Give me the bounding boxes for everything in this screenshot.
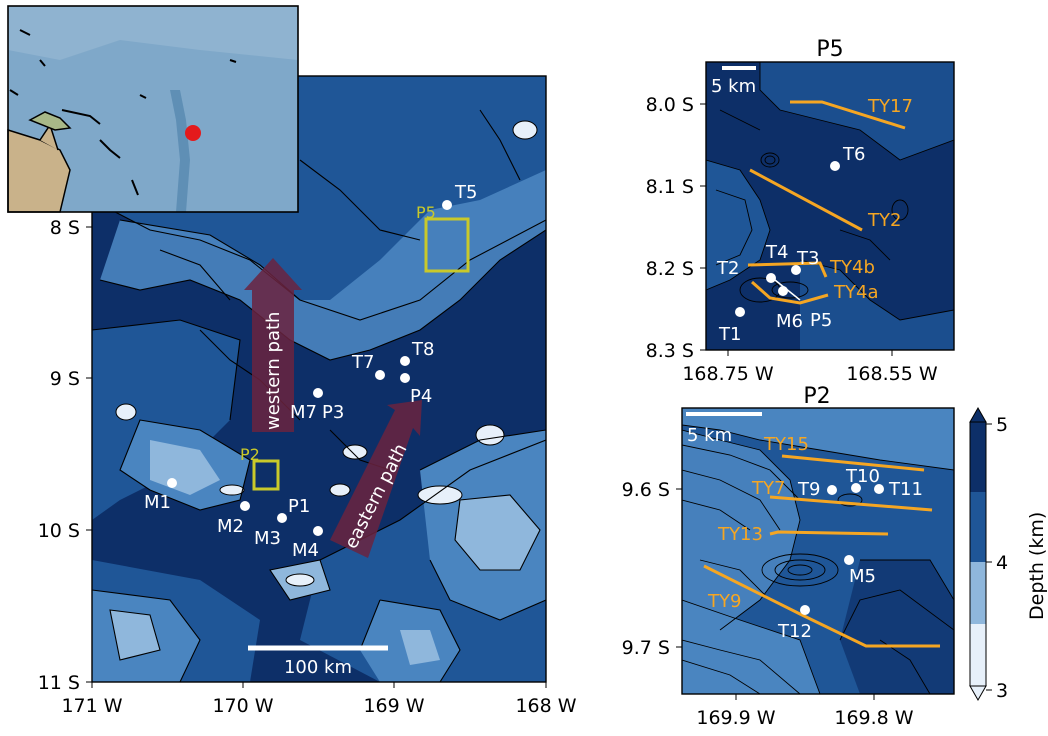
main-x-axis: 171 W 170 W 169 W 168 W: [61, 682, 577, 717]
station-marker: [400, 373, 410, 383]
western-path-label: western path: [263, 312, 284, 430]
station-label: T10: [845, 466, 880, 487]
x-tick-label: 169.8 W: [834, 707, 913, 729]
main-scalebar-label: 100 km: [284, 657, 352, 678]
inset-p2: P2 5 km TY15 TY7 TY13 TY9 T9 T10 T11 M5 …: [622, 384, 955, 729]
track-label: TY9: [707, 591, 741, 612]
station-label: T4: [765, 242, 788, 263]
track-label: TY13: [717, 524, 763, 545]
inset-p2-title: P2: [803, 384, 830, 409]
track-label: TY2: [867, 210, 901, 231]
inset-p5: P5 5 km TY17 TY2 TY4b TY4a T6 T4 T3 T2 T…: [646, 37, 955, 385]
station-marker: [277, 513, 287, 523]
y-tick-label: 10 S: [38, 520, 80, 542]
station-label: P1: [288, 496, 310, 517]
y-tick-label: 8.2 S: [646, 258, 694, 280]
station-label: T8: [411, 339, 434, 360]
station-label: M2: [217, 516, 244, 537]
main-map: 171 W 170 W 169 W 168 W 8 S 9 S 10 S 11 …: [38, 75, 577, 717]
y-tick-label: 8.0 S: [646, 94, 694, 116]
colorbar-tick: 4: [996, 552, 1008, 574]
study-site-marker: [185, 125, 201, 141]
station-label: T5: [454, 182, 477, 203]
y-tick-label: 8.3 S: [646, 340, 694, 362]
colorbar-label: Depth (km): [1026, 512, 1048, 620]
colorbar-tick: 3: [996, 680, 1008, 702]
station-marker: [240, 501, 250, 511]
station-marker: [313, 388, 323, 398]
track-ty13: [769, 530, 889, 536]
track-label: TY17: [867, 96, 913, 117]
x-tick-label: 169 W: [363, 695, 424, 717]
track-ty17: [790, 100, 906, 130]
y-tick-label: 9.6 S: [622, 479, 670, 501]
p2-box: [252, 459, 280, 491]
track-ty15: [781, 454, 925, 472]
station-label: T3: [796, 248, 819, 269]
station-marker: [313, 526, 323, 536]
station-marker: [400, 356, 410, 366]
track-label: TY4a: [833, 282, 878, 303]
colorbar-tick: 5: [996, 414, 1008, 436]
track-ty4a: [751, 280, 829, 305]
x-tick-label: 168.75 W: [682, 363, 774, 385]
station-label: M7: [290, 402, 317, 423]
x-tick-label: 170 W: [212, 695, 273, 717]
depth-colorbar: 5 4 3 Depth (km): [969, 406, 1048, 702]
track-ty4b: [747, 261, 828, 278]
track-ty7: [769, 495, 933, 512]
y-tick-label: 9 S: [50, 368, 80, 390]
x-tick-label: 171 W: [61, 695, 122, 717]
station-label: T9: [797, 479, 820, 500]
station-label: T11: [888, 479, 923, 500]
station-label: M6: [776, 311, 803, 332]
track-label: TY7: [751, 478, 785, 499]
station-label: M5: [849, 566, 876, 587]
station-label: T12: [777, 621, 812, 642]
y-tick-label: 8.1 S: [646, 176, 694, 198]
station-label: M4: [292, 540, 319, 561]
station-label: T2: [716, 258, 739, 279]
x-tick-label: 169.9 W: [696, 707, 775, 729]
p5-box-label: P5: [416, 203, 436, 222]
main-y-axis: 8 S 9 S 10 S 11 S: [38, 217, 92, 694]
eastern-path-arrow: eastern path: [330, 400, 422, 558]
track-label: TY4b: [829, 257, 875, 278]
western-path-arrow: western path: [244, 258, 302, 432]
station-label: P5: [810, 310, 832, 331]
x-tick-label: 168.55 W: [846, 363, 938, 385]
station-marker: [375, 370, 385, 380]
main-map-frame: [91, 75, 547, 683]
station-label: P4: [410, 386, 432, 407]
track-ty9: [703, 564, 940, 648]
station-label: T6: [842, 144, 865, 165]
station-label: T7: [351, 352, 374, 373]
p5-scalebar-label: 5 km: [711, 76, 756, 97]
station-marker: [167, 478, 177, 488]
y-tick-label: 8 S: [50, 217, 80, 239]
p5-box: [424, 217, 470, 273]
track-label: TY15: [763, 434, 809, 455]
locator-inset: [7, 5, 299, 213]
station-label: M3: [254, 528, 281, 549]
station-label: T1: [718, 324, 741, 345]
main-stations: T5 T7 T8 P4 M7 P3 M1 M2 M3 P1 M4: [144, 182, 477, 561]
y-tick-label: 11 S: [38, 672, 80, 694]
station-label: P3: [322, 402, 344, 423]
p2-box-label: P2: [240, 445, 260, 464]
station-label: M1: [144, 492, 171, 513]
track-ty2: [749, 168, 863, 232]
y-tick-label: 9.7 S: [622, 637, 670, 659]
x-tick-label: 168 W: [515, 695, 576, 717]
p2-scalebar-label: 5 km: [687, 425, 732, 446]
station-marker: [442, 200, 452, 210]
inset-p5-title: P5: [816, 37, 843, 62]
